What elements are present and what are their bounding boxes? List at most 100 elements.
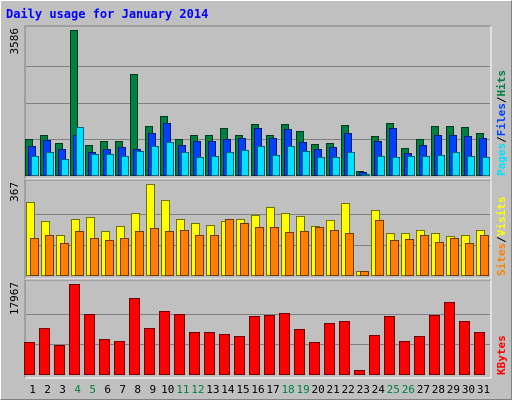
x-tick-label-day-25: 25	[387, 383, 400, 396]
label-separator: /	[495, 136, 508, 143]
bar-kbytes-day-21	[324, 323, 335, 375]
y-max-label: 367	[8, 182, 21, 202]
bar-pages-day-24	[377, 156, 385, 176]
bar-sites-day-19	[300, 231, 309, 276]
x-tick-label-day-10: 10	[161, 383, 174, 396]
x-tick-label-day-18: 18	[281, 383, 294, 396]
bar-pages-day-1	[31, 156, 39, 176]
panel-border-dark	[24, 179, 491, 279]
x-tick-label-day-19: 19	[296, 383, 309, 396]
bar-sites-day-16	[255, 227, 264, 276]
bar-sites-day-1	[30, 238, 39, 276]
bar-pages-day-7	[121, 156, 129, 176]
x-tick-label-day-22: 22	[342, 383, 355, 396]
x-tick-label-day-24: 24	[372, 383, 386, 396]
bar-kbytes-day-13	[204, 332, 215, 375]
bar-sites-day-18	[285, 232, 294, 276]
panel-border-light	[25, 180, 492, 280]
bar-kbytes-day-4	[69, 284, 80, 375]
x-tick-label-day-26: 26	[402, 383, 415, 396]
bar-kbytes-day-31	[474, 332, 485, 375]
bar-sites-day-10	[165, 231, 174, 276]
bar-sites-day-25	[390, 240, 399, 276]
bar-kbytes-day-18	[279, 313, 290, 375]
x-tick-label-day-2: 2	[44, 383, 51, 396]
bar-kbytes-day-11	[174, 314, 185, 375]
x-tick-label-day-17: 17	[266, 383, 279, 396]
bar-kbytes-day-28	[429, 315, 440, 375]
x-tick-label-day-27: 27	[417, 383, 430, 396]
panel-border-light	[25, 26, 492, 180]
bar-kbytes-day-24	[369, 335, 380, 375]
bar-pages-day-5	[91, 154, 99, 176]
bar-kbytes-day-29	[444, 302, 455, 375]
bar-kbytes-day-30	[459, 321, 470, 375]
x-tick-label-day-11: 11	[176, 383, 189, 396]
bar-sites-day-12	[195, 235, 204, 276]
bar-sites-day-31	[480, 235, 489, 276]
label-separator: /	[495, 236, 508, 243]
bar-kbytes-day-1	[24, 342, 35, 375]
panel-visits-sites: 367 Sites/Visits	[8, 179, 508, 280]
x-tick-label-day-23: 23	[357, 383, 370, 396]
bar-pages-day-22	[347, 152, 355, 176]
right-series-label: Sites/Visits	[495, 197, 508, 277]
bar-sites-day-3	[60, 243, 69, 276]
y-max-label: 3586	[8, 28, 21, 55]
chart-title: Daily usage for January 2014	[6, 7, 208, 21]
bar-sites-day-7	[120, 238, 129, 276]
x-tick-label-day-13: 13	[206, 383, 219, 396]
bar-kbytes-day-15	[234, 336, 245, 375]
bar-pages-day-29	[452, 152, 460, 176]
x-tick-label-day-4: 4	[74, 383, 81, 396]
bar-kbytes-day-23	[354, 370, 365, 375]
bar-sites-day-9	[150, 228, 159, 276]
series-label-hits: Hits	[495, 70, 508, 97]
bar-sites-day-6	[105, 240, 114, 276]
x-tick-label-day-8: 8	[134, 383, 141, 396]
series-label-visits: Visits	[495, 197, 508, 237]
bar-kbytes-day-7	[114, 341, 125, 375]
bar-sites-day-11	[180, 230, 189, 276]
bar-sites-day-4	[75, 231, 84, 276]
x-tick-label-day-5: 5	[89, 383, 96, 396]
bar-pages-day-30	[467, 156, 475, 176]
bar-sites-day-17	[270, 227, 279, 276]
x-tick-label-day-29: 29	[447, 383, 460, 396]
bar-pages-day-28	[437, 155, 445, 176]
bar-pages-day-27	[422, 156, 430, 176]
bar-kbytes-day-27	[414, 336, 425, 375]
bar-kbytes-day-10	[159, 311, 170, 375]
bar-sites-day-2	[45, 235, 54, 276]
bar-pages-day-12	[196, 157, 204, 176]
bar-pages-day-20	[317, 157, 325, 176]
series-label-sites: Sites	[495, 243, 508, 276]
bar-pages-day-26	[407, 156, 415, 176]
x-tick-label-day-14: 14	[221, 383, 235, 396]
bar-kbytes-day-17	[264, 315, 275, 375]
bar-kbytes-day-26	[399, 341, 410, 375]
bar-pages-day-19	[302, 151, 310, 176]
x-tick-label-day-3: 3	[59, 383, 66, 396]
bar-kbytes-day-25	[384, 316, 395, 375]
bar-sites-day-8	[135, 231, 144, 276]
label-separator: /	[495, 96, 508, 103]
x-tick-label-day-6: 6	[104, 383, 111, 396]
bar-pages-day-21	[332, 157, 340, 176]
series-label-files: Files	[495, 103, 508, 136]
bar-pages-day-4	[76, 127, 84, 176]
bar-pages-day-23	[362, 174, 370, 176]
x-tick-labels: 1 2 3 4 5 6 7 8 9 10 11 12 13 14 15 16 17 18 19 20 21 22 23 24 2…	[29, 383, 490, 396]
bar-sites-day-26	[405, 239, 414, 276]
x-tick-label-day-7: 7	[119, 383, 126, 396]
bar-sites-day-5	[90, 238, 99, 276]
bar-kbytes-day-22	[339, 321, 350, 375]
bar-sites-day-27	[420, 235, 429, 276]
bar-sites-day-14	[225, 219, 234, 276]
bar-sites-day-29	[450, 238, 459, 276]
bar-pages-day-8	[136, 151, 144, 176]
bar-pages-day-14	[226, 152, 234, 176]
bar-sites-day-15	[240, 223, 249, 276]
x-tick-label-day-30: 30	[462, 383, 475, 396]
